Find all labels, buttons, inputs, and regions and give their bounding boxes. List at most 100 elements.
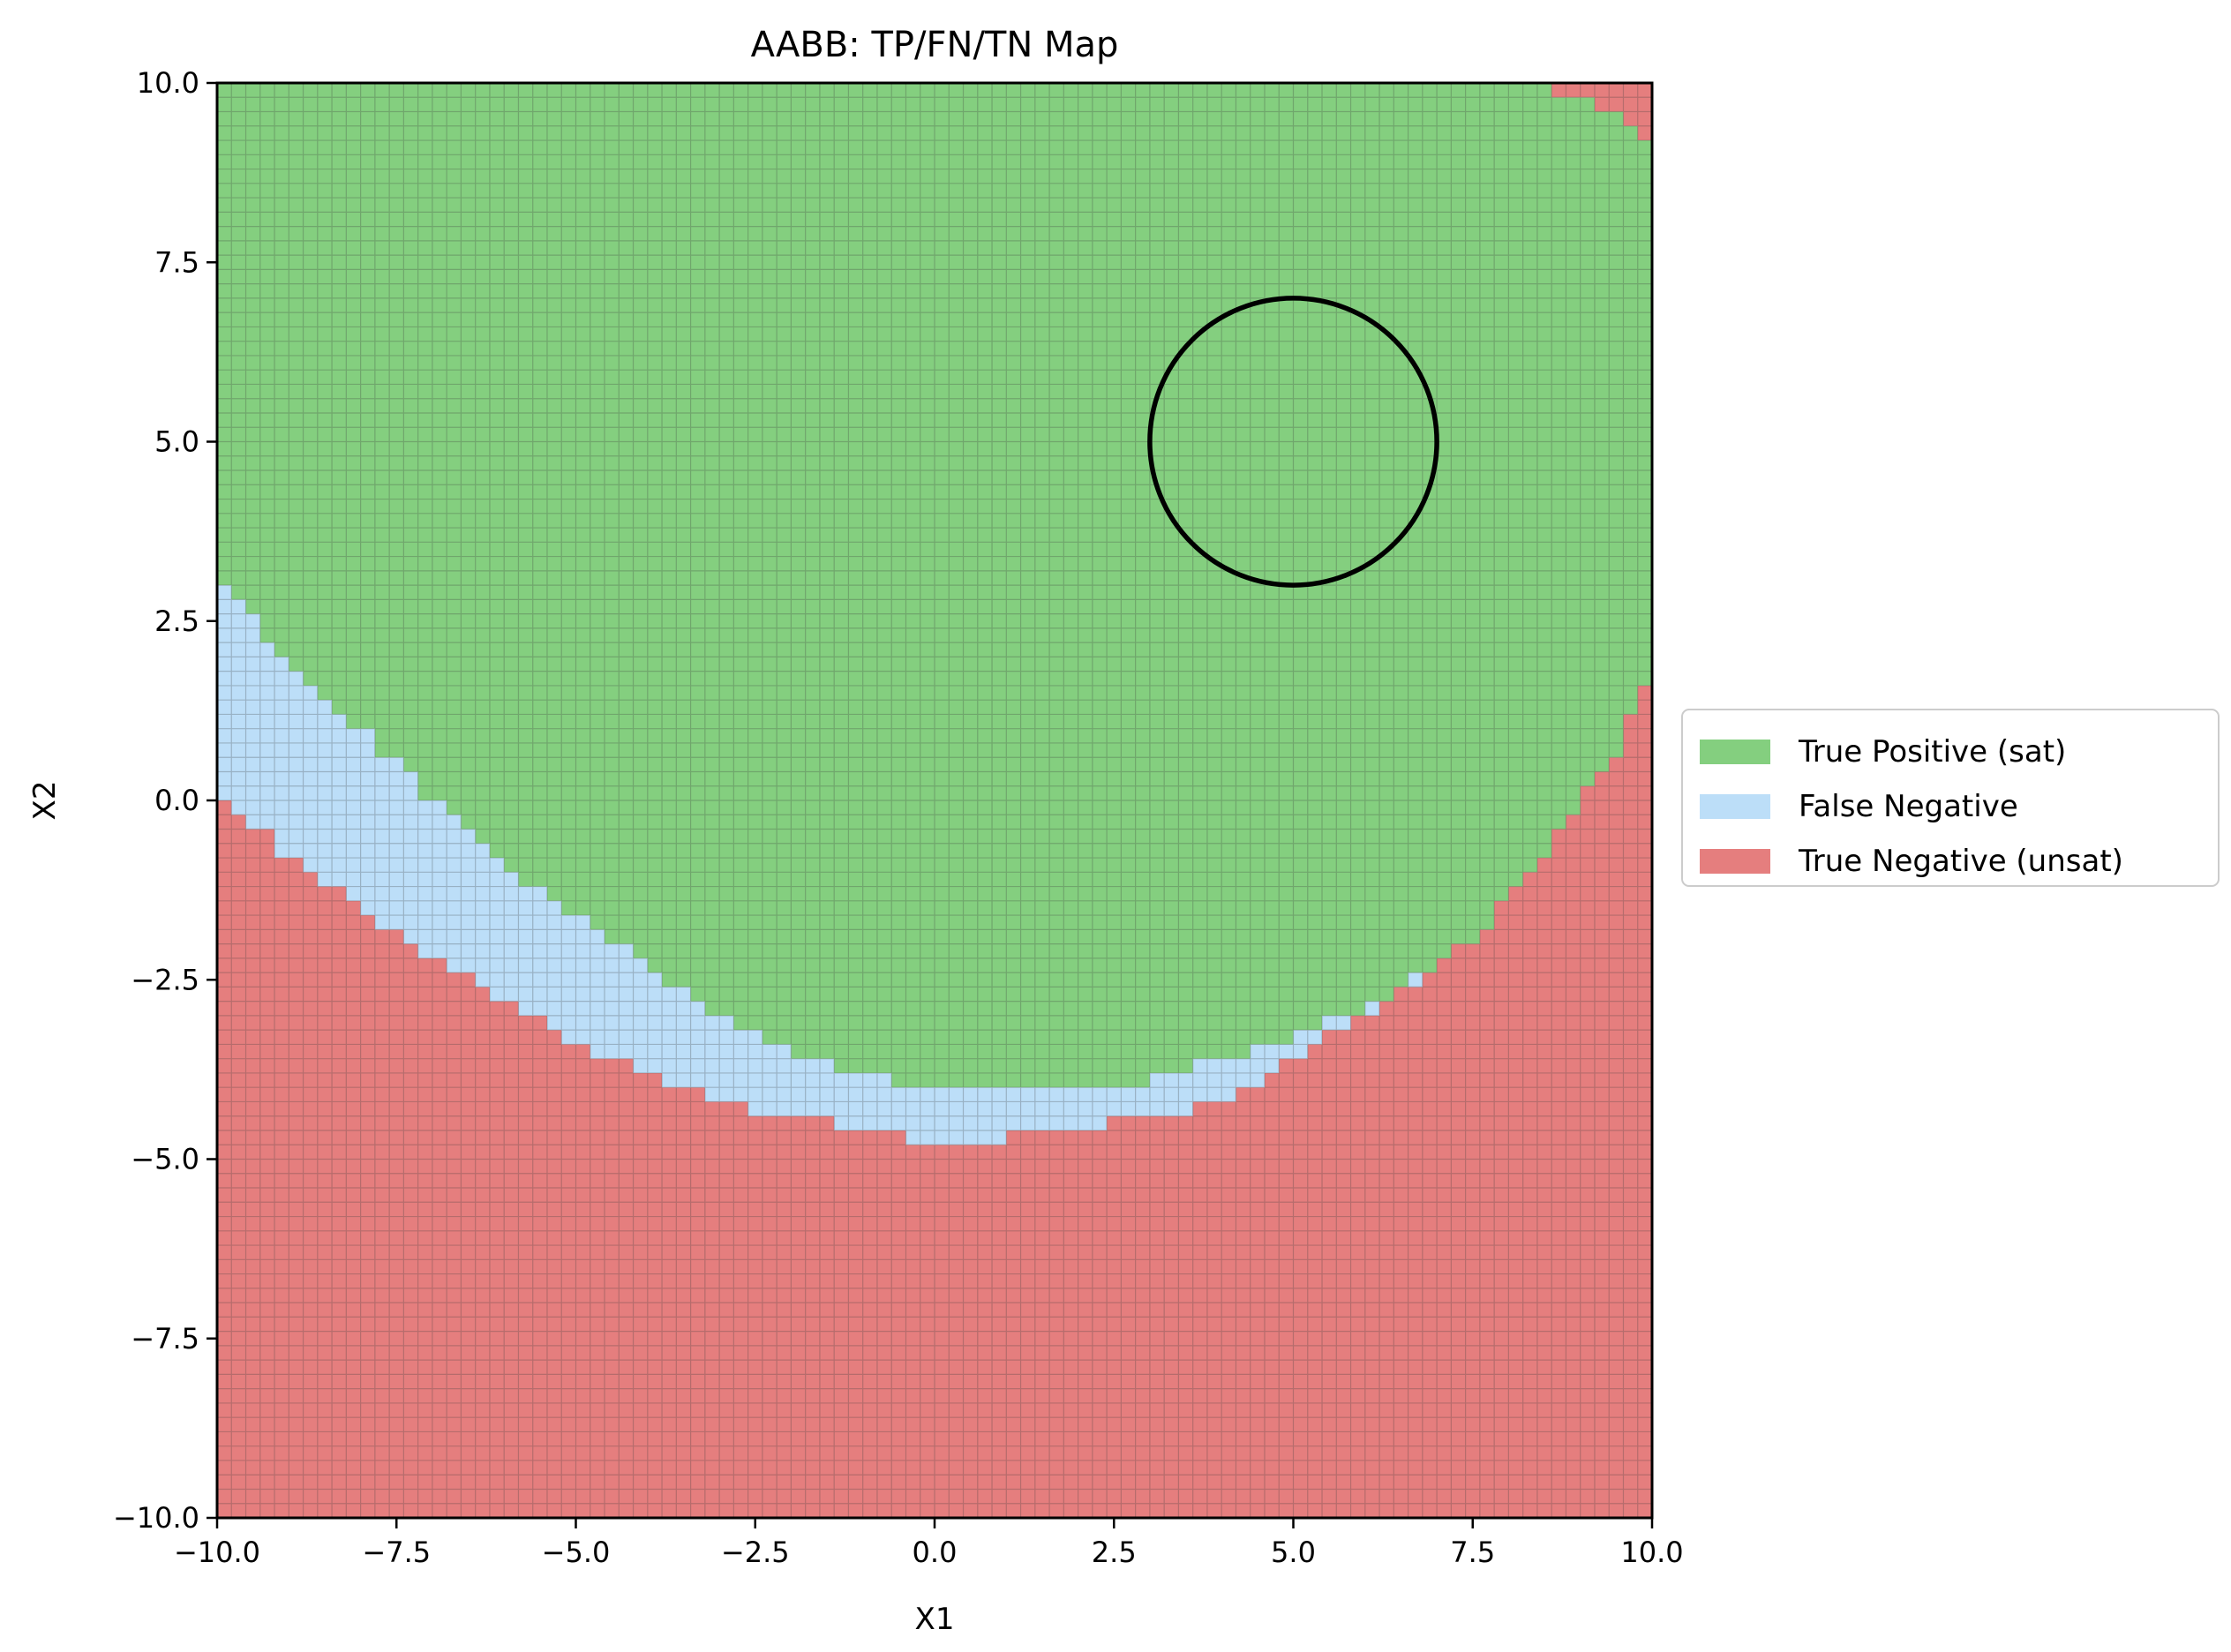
region-fn-col-58 [1049,1087,1064,1130]
region-sat-col-56 [1020,83,1036,1088]
region-sat-col-2 [245,83,261,614]
region-fn-col-52 [963,1087,979,1145]
region-sat-col-26 [590,83,605,930]
region-unsat-col-90 [1508,886,1524,1518]
region-unsat-col-11 [374,929,390,1518]
region-unsat-col-47 [891,1130,907,1518]
region-unsat-col-73 [1264,1072,1280,1518]
region-unsat-col-40 [791,1115,807,1518]
region-fn-col-7 [317,700,333,887]
region-fn-col-21 [518,886,534,1016]
region-unsat-col-83 [1408,987,1423,1518]
region-sat-col-94 [1566,97,1581,815]
region-sat-col-40 [791,83,807,1059]
region-sat-col-66 [1164,83,1180,1073]
region-fn-col-11 [374,757,390,930]
y-tick-label: 2.5 [154,604,199,638]
legend-frame [1681,709,2220,887]
region-unsat-col-52 [963,1145,979,1518]
region-fn-col-12 [389,757,404,930]
region-unsat-col-34 [704,1101,720,1518]
region-unsat-col-3 [259,829,275,1518]
chart-title: AABB: TP/FN/TN Map [751,25,1119,65]
region-unsat-col-26 [590,1058,605,1518]
x-axis-label: X1 [915,1602,955,1637]
region-sat-col-37 [747,83,763,1031]
region-sat-col-49 [920,83,935,1088]
region-sat-col-63 [1121,83,1137,1088]
region-sat-col-87 [1465,83,1481,944]
region-unsat-top-col-97 [1609,83,1625,112]
region-unsat-col-96 [1594,771,1610,1518]
region-sat-col-4 [274,83,289,657]
region-fn-col-56 [1020,1087,1036,1130]
region-sat-col-83 [1408,83,1423,973]
region-unsat-col-38 [762,1115,777,1518]
legend-label: True Positive (sat) [1798,734,2066,770]
region-sat-col-85 [1437,83,1452,958]
region-sat-col-30 [647,83,663,973]
region-sat-col-0 [217,83,232,586]
region-fn-col-69 [1206,1058,1222,1102]
region-fn-col-3 [259,642,275,830]
region-unsat-col-14 [417,957,433,1518]
region-unsat-col-87 [1465,943,1481,1518]
region-unsat-col-15 [432,957,447,1518]
y-axis: −10.0 −7.5 −5.0 −2.5 0.0 2.5 5.0 7.5 10.0 [113,66,217,1535]
region-fn-col-27 [605,943,620,1059]
region-fn-col-60 [1078,1087,1093,1130]
region-sat-col-96 [1594,111,1610,772]
region-unsat-col-35 [719,1101,734,1518]
region-fn-col-47 [891,1087,907,1130]
legend-swatch [1700,740,1770,764]
region-sat-col-46 [876,83,892,1073]
region-fn-col-24 [561,915,577,1045]
region-sat-col-27 [605,83,620,944]
region-fn-col-54 [992,1087,1007,1145]
region-fn-col-57 [1034,1087,1050,1130]
region-fn-col-64 [1135,1087,1151,1116]
region-unsat-top-col-96 [1594,83,1610,112]
region-fn-col-14 [417,800,433,958]
region-sat-col-33 [690,83,706,1002]
region-fn-col-20 [504,872,520,1002]
region-unsat-col-10 [360,915,376,1518]
region-sat-col-78 [1336,83,1352,1016]
region-unsat-col-39 [777,1115,792,1518]
region-fn-col-66 [1164,1072,1180,1116]
region-unsat-col-63 [1121,1115,1137,1518]
region-sat-col-84 [1422,83,1438,973]
legend-swatch [1700,849,1770,874]
region-unsat-col-88 [1479,929,1495,1518]
region-unsat-col-99 [1637,685,1653,1518]
region-unsat-col-0 [217,800,232,1518]
region-unsat-col-21 [518,1015,534,1518]
region-sat-col-12 [389,83,404,758]
region-unsat-col-30 [647,1072,663,1518]
region-sat-col-7 [317,83,333,701]
region-sat-col-31 [662,83,677,987]
region-fn-col-32 [676,987,692,1088]
region-sat-col-55 [1006,83,1022,1088]
region-sat-col-81 [1379,83,1394,1002]
region-unsat-col-42 [819,1115,835,1518]
region-sat-col-98 [1623,125,1639,715]
region-fn-col-40 [791,1058,807,1116]
region-fn-col-45 [862,1072,878,1130]
region-sat-col-20 [504,83,520,873]
region-fn-col-63 [1121,1087,1137,1116]
region-fn-col-76 [1307,1030,1323,1045]
region-unsat-col-93 [1551,829,1567,1518]
region-fn-col-5 [289,671,304,859]
region-unsat-col-57 [1034,1130,1050,1518]
region-unsat-col-69 [1206,1101,1222,1518]
region-sat-col-14 [417,83,433,800]
y-tick-label: −10.0 [113,1501,199,1535]
region-sat-col-91 [1522,83,1538,873]
region-sat-col-1 [231,83,247,600]
region-sat-col-59 [1063,83,1079,1088]
region-unsat-col-32 [676,1087,692,1518]
region-fn-col-44 [848,1072,864,1130]
region-fn-col-74 [1279,1044,1295,1059]
region-unsat-col-82 [1393,987,1409,1518]
